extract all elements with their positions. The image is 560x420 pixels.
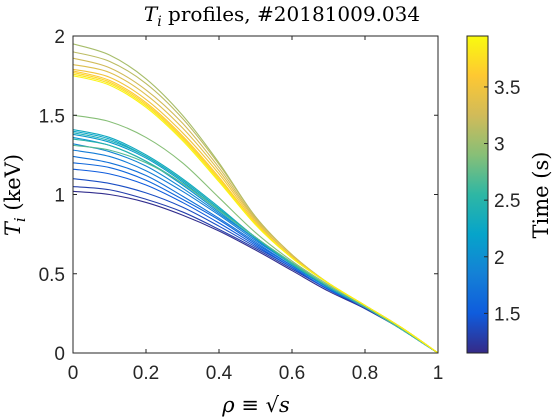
series-line-23 bbox=[73, 73, 438, 353]
series-line-12 bbox=[73, 132, 438, 353]
x-tick-label: 0.2 bbox=[133, 363, 159, 384]
colorbar-tick-label: 1.5 bbox=[494, 304, 520, 325]
series-line-22 bbox=[73, 71, 438, 353]
series-line-2 bbox=[73, 178, 438, 353]
series-line-5 bbox=[73, 155, 438, 353]
series-line-24 bbox=[73, 75, 438, 353]
chart-title: Ti profiles, #20181009.034 bbox=[144, 2, 420, 30]
y-tick-label: 0 bbox=[54, 344, 65, 365]
y-axis-label: Ti (keV) bbox=[1, 154, 29, 236]
series-line-4 bbox=[73, 162, 438, 353]
ylabel-var: T bbox=[1, 220, 25, 236]
series-line-21 bbox=[73, 70, 438, 353]
x-tick-label: 0.6 bbox=[279, 363, 305, 384]
x-tick-label: 0 bbox=[68, 363, 79, 384]
xlabel-sqrt: √ bbox=[266, 393, 280, 417]
colorbar-tick-label: 2.5 bbox=[494, 191, 520, 212]
x-axis: 0 0.2 0.4 0.6 0.8 1 bbox=[68, 36, 444, 384]
title-sub: i bbox=[157, 14, 161, 30]
series-line-3 bbox=[73, 168, 438, 353]
y-axis: 0 0.5 1 1.5 2 bbox=[39, 27, 438, 365]
colorbar bbox=[466, 35, 489, 354]
ylabel-sub: i bbox=[11, 217, 29, 222]
xlabel-s: s bbox=[279, 393, 290, 417]
series-line-17 bbox=[73, 51, 438, 353]
colorbar-ticks: 1.5 2 2.5 3 3.5 bbox=[484, 78, 520, 325]
series-line-0 bbox=[73, 190, 438, 353]
y-tick-label: 0.5 bbox=[39, 265, 65, 286]
x-axis-label: ρ ≡ √s bbox=[221, 393, 290, 417]
title-var: T bbox=[144, 2, 159, 26]
title-rest: profiles, #20181009.034 bbox=[162, 2, 420, 26]
xlabel-rho: ρ bbox=[221, 393, 235, 417]
colorbar-label: Time (s) bbox=[529, 152, 553, 239]
y-tick-label: 2 bbox=[54, 27, 65, 48]
colorbar-tick-label: 2 bbox=[494, 248, 505, 269]
series-line-1 bbox=[73, 186, 438, 353]
series-line-20 bbox=[73, 68, 438, 353]
x-tick-label: 0.4 bbox=[206, 363, 233, 384]
series-line-13 bbox=[73, 138, 438, 353]
series-layer bbox=[73, 43, 438, 353]
x-tick-label: 0.8 bbox=[352, 363, 378, 384]
xlabel-equiv: ≡ bbox=[235, 393, 266, 417]
series-line-19 bbox=[73, 63, 438, 353]
ylabel-unit: (keV) bbox=[1, 154, 25, 217]
y-tick-label: 1.5 bbox=[39, 106, 65, 127]
series-line-6 bbox=[73, 149, 438, 353]
series-line-18 bbox=[73, 57, 438, 353]
y-tick-label: 1 bbox=[54, 186, 65, 207]
colorbar-tick-label: 3.5 bbox=[494, 78, 520, 99]
colorbar-tick-label: 3 bbox=[494, 135, 505, 156]
x-tick-label: 1 bbox=[433, 363, 444, 384]
series-line-14 bbox=[73, 144, 438, 353]
